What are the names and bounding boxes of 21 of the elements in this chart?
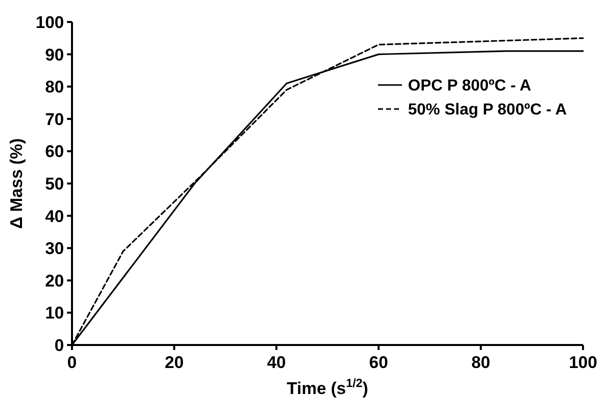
legend-label: 50% Slag P 800ºC - A <box>408 102 568 119</box>
y-tick-label: 50 <box>45 174 64 194</box>
x-tick-label: 40 <box>266 353 286 372</box>
y-tick-label: 60 <box>45 142 64 162</box>
y-tick-label: 40 <box>45 206 64 226</box>
legend-label: OPC P 800ºC - A <box>408 78 532 95</box>
y-axis-title: Δ Mass (%) <box>7 138 26 229</box>
x-tick-label: 100 <box>568 353 597 372</box>
y-tick-label: 80 <box>45 78 64 97</box>
x-tick-label: 80 <box>471 353 490 372</box>
y-tick-label: 100 <box>36 12 64 32</box>
y-tick-label: 20 <box>45 271 64 290</box>
y-tick-label: 90 <box>45 45 64 64</box>
x-axis-title: Time (s$^{1/2}$) <box>286 376 368 398</box>
x-tick-label: 0 <box>67 353 77 372</box>
x-tick-label: 60 <box>369 353 388 372</box>
x-tick-label: 20 <box>164 353 184 372</box>
y-tick-label: 0 <box>54 336 64 355</box>
y-tick-label: 30 <box>45 239 64 258</box>
y-tick-label: 70 <box>45 110 64 129</box>
y-tick-label: 10 <box>45 304 64 323</box>
